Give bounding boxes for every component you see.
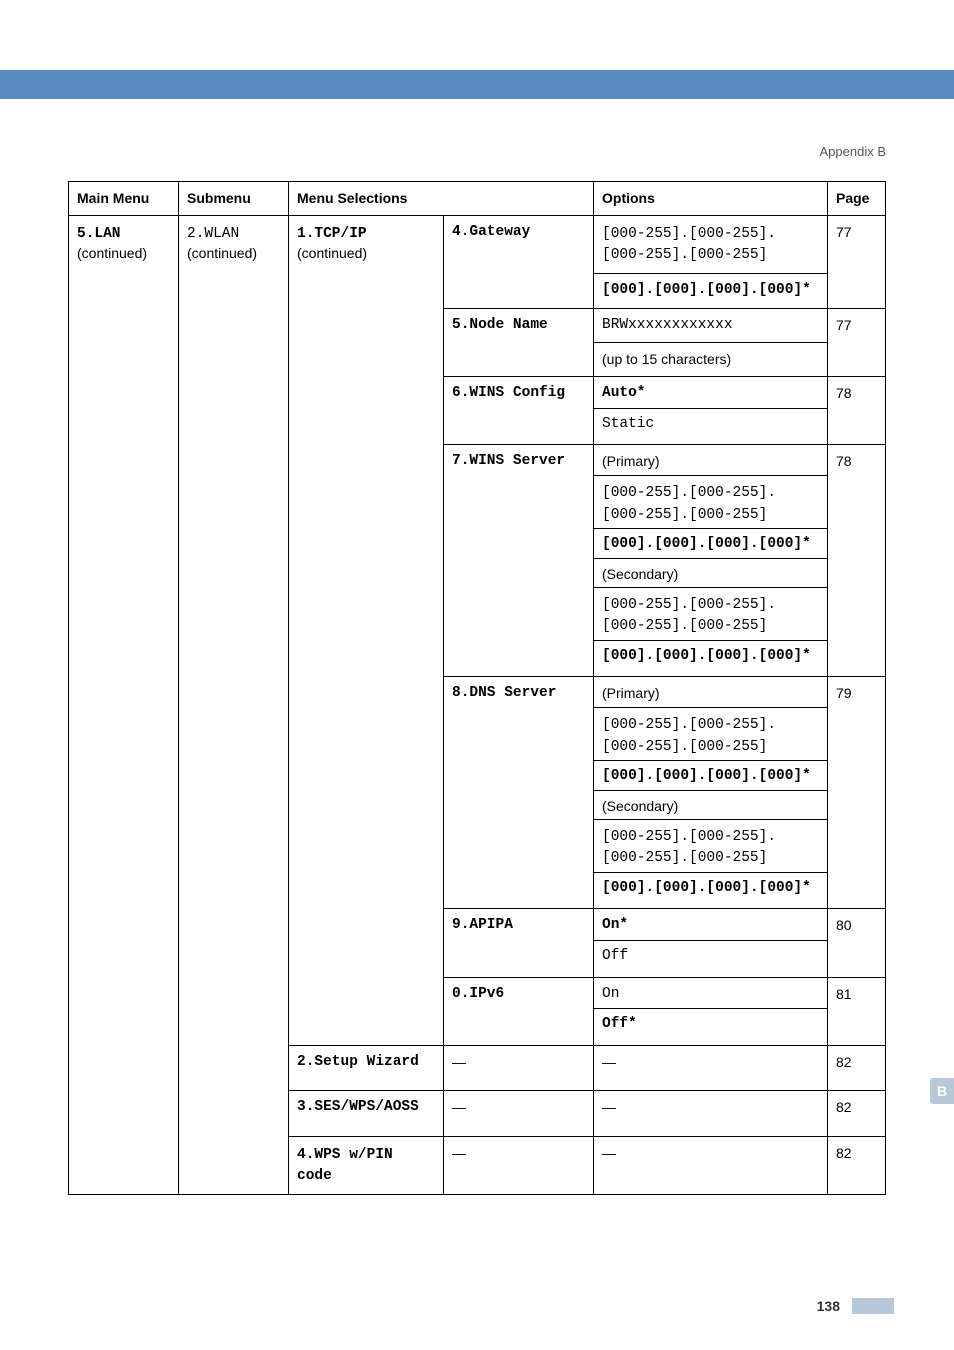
gateway-range-line2: [000-255].[000-255]: [602, 247, 767, 263]
wins-server-label: 7.WINS Server: [444, 445, 594, 677]
dns-secondary-default: [000].[000].[000].[000]*: [594, 872, 827, 902]
dns-primary-range1: [000-255].[000-255].: [602, 717, 776, 733]
sel-tcpip-cell: 1.TCP/IP (continued): [289, 215, 444, 1045]
dns-secondary-label: (Secondary): [594, 790, 827, 819]
wins-primary-default: [000].[000].[000].[000]*: [594, 528, 827, 558]
node-value: BRWxxxxxxxxxxxx: [594, 308, 828, 343]
dns-primary-range2: [000-255].[000-255]: [602, 739, 767, 755]
wins-secondary-default: [000].[000].[000].[000]*: [594, 640, 827, 670]
top-whitespace: [0, 0, 954, 70]
main-menu-continued: (continued): [77, 245, 147, 261]
gateway-default: [000].[000].[000].[000]*: [594, 274, 828, 309]
apipa-options: On* Off: [594, 909, 828, 977]
ipv6-label: 0.IPv6: [444, 977, 594, 1045]
wins-primary-label: (Primary): [602, 452, 819, 475]
wps-pin-opt: —: [594, 1136, 828, 1194]
submenu-num: 2.WLAN: [187, 226, 239, 242]
wins-secondary-label: (Secondary): [594, 558, 827, 587]
main-menu-num: 5.LAN: [77, 226, 121, 242]
wins-config-static: Static: [594, 408, 827, 438]
ses-label: 3.SES/WPS/AOSS: [289, 1091, 444, 1137]
wins-secondary-range: [000-255].[000-255]. [000-255].[000-255]: [594, 587, 827, 640]
side-tab-b: B: [930, 1078, 954, 1104]
row-gateway: 5.LAN (continued) 2.WLAN (continued) 1.T…: [69, 215, 886, 273]
ses-sel2: —: [444, 1091, 594, 1137]
dns-primary-default: [000].[000].[000].[000]*: [594, 760, 827, 790]
page-footer: 138: [817, 1298, 894, 1314]
ses-page: 82: [828, 1091, 886, 1137]
wps-pin-sel2: —: [444, 1136, 594, 1194]
setup-wizard-page: 82: [828, 1045, 886, 1091]
setup-wizard-label: 2.Setup Wizard: [289, 1045, 444, 1091]
apipa-label: 9.APIPA: [444, 909, 594, 977]
sel-tcpip-num: 1.TCP/IP: [297, 226, 367, 242]
footer-color-block: [852, 1298, 894, 1314]
wins-secondary-range2: [000-255].[000-255]: [602, 618, 767, 634]
wins-config-page: 78: [828, 377, 886, 445]
dns-page: 79: [828, 677, 886, 909]
dns-secondary-range2: [000-255].[000-255]: [602, 850, 767, 866]
ipv6-options: On Off*: [594, 977, 828, 1045]
wps-pin-label1: 4.WPS w/PIN: [297, 1147, 393, 1163]
submenu-continued: (continued): [187, 245, 257, 261]
dns-primary-range: [000-255].[000-255]. [000-255].[000-255]: [594, 707, 827, 760]
ipv6-page: 81: [828, 977, 886, 1045]
node-label: 5.Node Name: [444, 308, 594, 376]
sel-tcpip-continued: (continued): [297, 245, 367, 261]
wps-pin-label2: code: [297, 1168, 332, 1184]
wins-primary-range2: [000-255].[000-255]: [602, 507, 767, 523]
ipv6-on: On: [602, 985, 819, 1009]
ses-opt: —: [594, 1091, 828, 1137]
main-menu-cell: 5.LAN (continued): [69, 215, 179, 1194]
wins-config-label: 6.WINS Config: [444, 377, 594, 445]
wins-primary-range: [000-255].[000-255]. [000-255].[000-255]: [594, 475, 827, 528]
apipa-page: 80: [828, 909, 886, 977]
apipa-on: On*: [602, 916, 819, 940]
submenu-cell: 2.WLAN (continued): [179, 215, 289, 1194]
dns-primary-label: (Primary): [602, 684, 819, 707]
menu-table: Main Menu Submenu Menu Selections Option…: [68, 181, 886, 1195]
appendix-label: Appendix B: [68, 144, 886, 159]
dns-label: 8.DNS Server: [444, 677, 594, 909]
dns-secondary-range: [000-255].[000-255]. [000-255].[000-255]: [594, 819, 827, 872]
wins-secondary-range1: [000-255].[000-255].: [602, 597, 776, 613]
node-page: 77: [828, 308, 886, 376]
wps-pin-label-cell: 4.WPS w/PIN code: [289, 1136, 444, 1194]
col-selections-header: Menu Selections: [289, 182, 594, 216]
header-row: Main Menu Submenu Menu Selections Option…: [69, 182, 886, 216]
page-root: Appendix B Main Menu Submenu Menu Select…: [0, 0, 954, 1350]
gateway-label: 4.Gateway: [444, 215, 594, 308]
dns-secondary-range1: [000-255].[000-255].: [602, 829, 776, 845]
gateway-range: [000-255].[000-255]. [000-255].[000-255]: [594, 215, 828, 273]
apipa-off: Off: [594, 940, 827, 970]
wins-server-options: (Primary) [000-255].[000-255]. [000-255]…: [594, 445, 828, 677]
setup-wizard-sel2: —: [444, 1045, 594, 1091]
wins-server-page: 78: [828, 445, 886, 677]
col-main-header: Main Menu: [69, 182, 179, 216]
col-options-header: Options: [594, 182, 828, 216]
dns-options: (Primary) [000-255].[000-255]. [000-255]…: [594, 677, 828, 909]
col-page-header: Page: [828, 182, 886, 216]
col-submenu-header: Submenu: [179, 182, 289, 216]
content-area: Appendix B Main Menu Submenu Menu Select…: [0, 100, 954, 1195]
gateway-range-line1: [000-255].[000-255].: [602, 226, 776, 242]
wins-primary-range1: [000-255].[000-255].: [602, 485, 776, 501]
wins-config-auto: Auto*: [602, 384, 819, 408]
ipv6-off: Off*: [594, 1008, 827, 1038]
wins-config-options: Auto* Static: [594, 377, 828, 445]
node-note: (up to 15 characters): [594, 343, 828, 377]
header-stripe: [0, 70, 954, 100]
wps-pin-page: 82: [828, 1136, 886, 1194]
page-number: 138: [817, 1298, 840, 1314]
gateway-page: 77: [828, 215, 886, 308]
setup-wizard-opt: —: [594, 1045, 828, 1091]
